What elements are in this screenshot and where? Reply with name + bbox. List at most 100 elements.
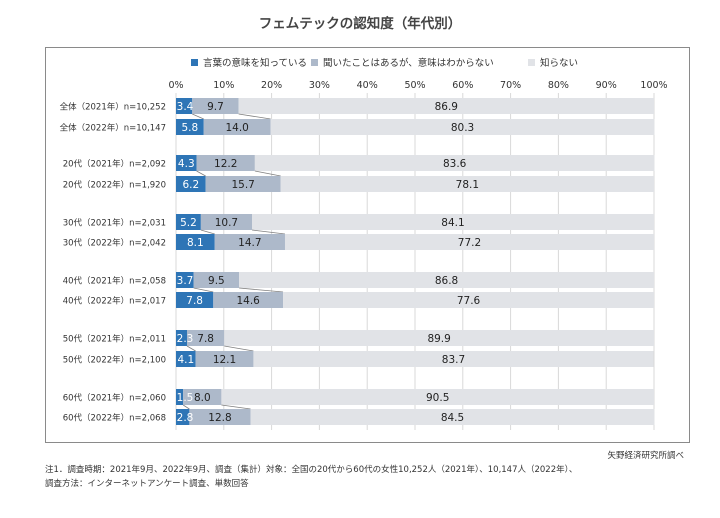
bar-segment [213, 292, 284, 308]
category-label: 50代（2022年）n=2,100 [63, 355, 166, 366]
x-tick-label: 70% [500, 80, 521, 91]
data-label: 86.9 [435, 101, 458, 113]
data-label: 90.5 [426, 392, 449, 404]
bar-segment [195, 351, 254, 367]
bar-segment [176, 214, 201, 230]
data-label: 2.3 [177, 333, 194, 345]
data-label: 5.2 [180, 217, 197, 229]
data-label: 12.8 [208, 412, 231, 424]
source-note: 矢野経済研究所調べ [607, 451, 684, 461]
connector-line [238, 113, 271, 120]
bar-segment [254, 155, 655, 171]
legend-swatch [528, 59, 535, 66]
bar-segment [192, 98, 239, 114]
bar-segment [283, 292, 654, 308]
data-label: 7.8 [186, 295, 203, 307]
x-tick-label: 20% [261, 80, 282, 91]
data-label: 10.7 [215, 217, 238, 229]
connector-line [196, 170, 206, 177]
x-tick-label: 40% [357, 80, 378, 91]
x-tick-label: 10% [213, 80, 234, 91]
data-label: 14.6 [236, 295, 260, 307]
bar-segment [176, 176, 206, 192]
data-label: 84.5 [441, 412, 464, 424]
data-label: 15.7 [231, 179, 254, 191]
bar-segment [280, 176, 654, 192]
bar-segment [221, 389, 654, 405]
data-label: 4.1 [177, 354, 194, 366]
bar-segment [224, 330, 654, 346]
bar-segment [203, 119, 271, 135]
legend-label: 言葉の意味を知っている [203, 57, 307, 69]
category-label: 20代（2022年）n=1,920 [63, 180, 166, 191]
bar-segment [176, 389, 184, 405]
connector-line [186, 345, 196, 352]
bar-segment [253, 351, 654, 367]
connector-line [192, 113, 204, 120]
data-label: 14.7 [238, 237, 261, 249]
connector-line [200, 229, 215, 235]
connector-line [254, 170, 281, 177]
bar-segment [196, 155, 255, 171]
data-label: 14.0 [225, 122, 248, 134]
connector-line [193, 287, 214, 293]
legend-label: 知らない [540, 57, 578, 69]
data-label: 6.2 [182, 179, 199, 191]
chart-frame [45, 47, 690, 443]
data-label: 5.8 [182, 122, 199, 134]
bar-segment [176, 292, 214, 308]
category-label: 60代（2022年）n=2,068 [63, 413, 166, 424]
bar-segment [250, 409, 655, 425]
connector-line [251, 229, 286, 235]
x-tick-label: 90% [596, 80, 617, 91]
bar-segment [270, 119, 655, 135]
x-tick-label: 60% [452, 80, 473, 91]
connector-line [224, 345, 254, 352]
connector-line [239, 287, 284, 293]
bar-segment [200, 214, 253, 230]
bar-segment [176, 234, 215, 250]
data-label: 8.1 [187, 237, 204, 249]
data-label: 2.8 [177, 412, 194, 424]
data-label: 1.5 [177, 392, 194, 404]
data-label: 83.6 [443, 158, 467, 170]
bar-segment [176, 119, 204, 135]
category-label: 40代（2021年）n=2,058 [63, 276, 166, 287]
bar-segment [176, 351, 196, 367]
data-label: 86.8 [435, 275, 458, 287]
bar-segment [176, 272, 194, 288]
x-tick-label: 80% [548, 80, 569, 91]
connector-line [221, 404, 251, 410]
data-label: 78.1 [456, 179, 479, 191]
bar-segment [205, 176, 281, 192]
x-tick-label: 50% [404, 80, 425, 91]
data-label: 12.2 [214, 158, 237, 170]
legend-swatch [311, 59, 318, 66]
category-label: 全体（2022年）n=10,147 [60, 123, 166, 134]
category-label: 30代（2021年）n=2,031 [63, 218, 166, 229]
data-label: 3.4 [177, 101, 194, 113]
x-tick-label: 30% [309, 80, 330, 91]
category-label: 20代（2021年）n=2,092 [63, 159, 166, 170]
data-label: 77.2 [458, 237, 481, 249]
footnotes: 注1．調査時期：2021年9月、2022年9月、調査（集計）対象：全国の20代か… [45, 463, 695, 491]
data-label: 89.9 [427, 333, 450, 345]
connector-line [182, 404, 190, 410]
data-label: 83.7 [442, 354, 465, 366]
bar-segment [186, 330, 225, 346]
data-label: 12.1 [213, 354, 236, 366]
bar-segment [252, 214, 654, 230]
data-label: 8.0 [194, 392, 211, 404]
bar-segment [189, 409, 251, 425]
bar-segment [176, 155, 197, 171]
footnote-method: 調査方法：インターネットアンケート調査、単数回答 [45, 479, 249, 489]
bar-segment [176, 330, 187, 346]
data-label: 84.1 [441, 217, 464, 229]
bar-segment [193, 272, 240, 288]
data-label: 7.8 [197, 333, 214, 345]
bar-segment [214, 234, 285, 250]
footnote-survey: 注1．調査時期：2021年9月、2022年9月、調査（集計）対象：全国の20代か… [45, 465, 578, 475]
bar-segment [183, 389, 222, 405]
data-label: 80.3 [451, 122, 474, 134]
